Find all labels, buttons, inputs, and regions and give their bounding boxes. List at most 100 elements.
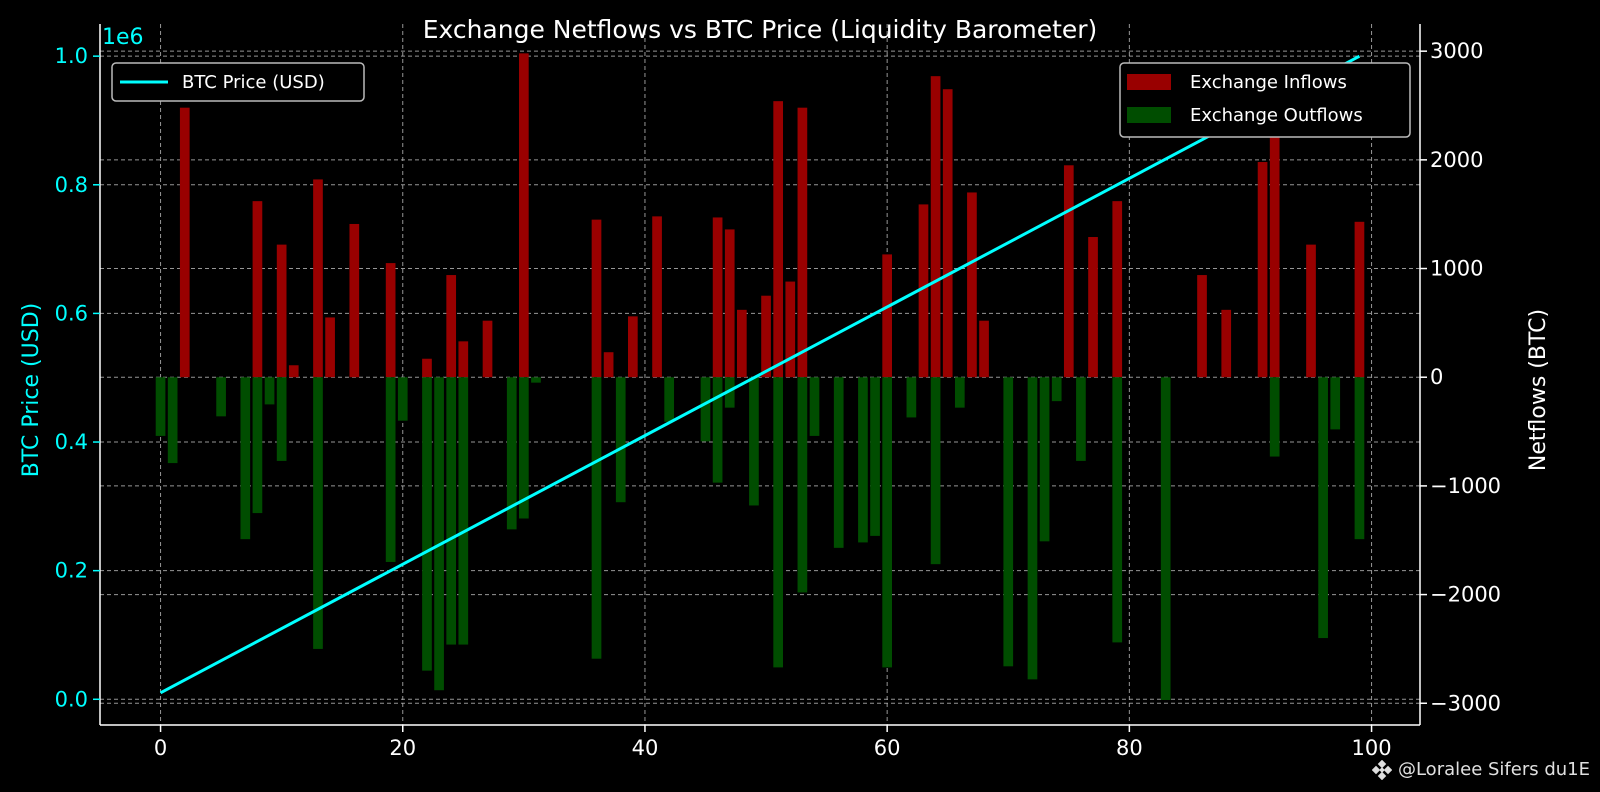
inflow-bar [422, 358, 432, 378]
inflow-bar [591, 219, 602, 378]
legend-outflow-swatch [1127, 107, 1171, 123]
outflow-bar [458, 377, 469, 645]
outflow-bar [506, 377, 517, 530]
inflow-bar [942, 89, 953, 378]
btc-price-line [159, 54, 1361, 695]
inflow-bar [603, 352, 614, 378]
outflow-bar [519, 377, 529, 519]
outflow-bar [712, 377, 723, 483]
outflow-bar [700, 377, 711, 442]
outflow-bar [1330, 377, 1341, 430]
outflow-bar [240, 377, 251, 540]
inflow-bar [1257, 162, 1268, 378]
inflow-bar [313, 179, 323, 378]
inflow-bar [385, 263, 396, 378]
outflow-bar [870, 377, 880, 536]
legend-price-label: BTC Price (USD) [182, 72, 325, 93]
x-tick-label: 40 [632, 736, 659, 760]
outflow-bar [216, 377, 226, 417]
left-tick-label: 0.8 [55, 173, 88, 197]
inflow-bar [179, 107, 190, 378]
inflow-bar [628, 316, 638, 378]
x-tick-label: 0 [154, 736, 167, 760]
outflow-bar [531, 377, 541, 383]
right-tick-label: −1000 [1430, 474, 1501, 498]
legend-inflow-label: Exchange Inflows [1190, 72, 1347, 93]
outflow-bar [954, 377, 965, 408]
outflow-bar [1318, 377, 1328, 639]
legend-left-box [111, 62, 365, 102]
chart-title: Exchange Netflows vs BTC Price (Liquidit… [423, 15, 1098, 44]
inflow-bar [1197, 275, 1207, 378]
left-tick-label: 0.2 [55, 559, 88, 583]
right-axis-title: Netflows (BTC) [1526, 309, 1551, 471]
left-tick-label: 0.6 [55, 301, 88, 325]
inflow-bar [482, 320, 493, 378]
outflow-bar [434, 377, 444, 691]
outflow-bar [591, 377, 602, 659]
watermark: @Loralee Sifers du1E [1371, 759, 1590, 780]
outflow-bar [422, 377, 432, 671]
outflow-bar [1027, 377, 1038, 680]
left-tick-label: 0.4 [55, 430, 88, 454]
right-tick-label: −3000 [1430, 691, 1501, 715]
axes: 0 20 40 60 80 100 0.0 0.2 0.4 0.6 0.8 1.0 −3000 −2000… [55, 24, 1501, 760]
inflow-bar [967, 192, 977, 378]
outflow-bar [833, 377, 844, 548]
binance-icon [1371, 759, 1392, 780]
outflow-bar [313, 377, 323, 649]
inflow-bar [1221, 309, 1232, 378]
outflow-bar [882, 377, 892, 668]
outflow-bar [724, 377, 735, 408]
outflow-bar [664, 377, 675, 422]
inflow-bar [918, 204, 929, 378]
inflow-bar [930, 76, 941, 378]
inflow-bar [785, 281, 796, 378]
netflow-bars [155, 53, 1365, 701]
inflow-bar [458, 341, 469, 378]
left-tick-label: 0.0 [55, 687, 88, 711]
outflow-bar [1160, 377, 1171, 701]
inflow-bar [252, 201, 263, 378]
outflow-bar [809, 377, 820, 436]
outflow-bar [1112, 377, 1123, 643]
x-tick-label: 80 [1116, 736, 1143, 760]
inflow-bar [1354, 221, 1365, 378]
outflow-bar [615, 377, 626, 503]
right-tick-label: 1000 [1430, 257, 1483, 281]
inflow-bar [712, 217, 723, 378]
inflow-bar [1112, 201, 1123, 378]
left-axis-offset-label: 1e6 [102, 25, 144, 50]
outflow-bar [858, 377, 868, 543]
inflow-bar [519, 53, 529, 378]
watermark-text: @Loralee Sifers du1E [1397, 759, 1590, 780]
x-tick-label: 100 [1352, 736, 1392, 760]
inflow-bar [1063, 165, 1074, 378]
outflow-bar [797, 377, 808, 593]
right-tick-label: 0 [1430, 365, 1443, 389]
outflow-bar [773, 377, 784, 668]
legend-left: BTC Price (USD) [111, 62, 365, 102]
x-tick-label: 60 [874, 736, 901, 760]
outflow-bar [264, 377, 275, 405]
outflow-bar [930, 377, 941, 565]
inflow-bar [724, 229, 735, 378]
price-line-layer [159, 54, 1361, 695]
outflow-bar [1003, 377, 1014, 667]
inflow-bar [797, 107, 808, 378]
outflow-bar [1076, 377, 1086, 461]
left-tick-label: 1.0 [55, 44, 88, 68]
right-tick-label: 3000 [1430, 39, 1483, 63]
outflow-bar [167, 377, 178, 464]
outflow-bar [1269, 377, 1280, 457]
inflow-bar [979, 320, 989, 378]
outflow-bar [446, 377, 457, 645]
outflow-bar [155, 377, 166, 436]
legend-outflow-label: Exchange Outflows [1190, 105, 1363, 126]
inflow-bar [761, 295, 771, 378]
x-tick-label: 20 [389, 736, 416, 760]
inflow-bar [288, 365, 299, 378]
inflow-bar [736, 309, 747, 378]
right-tick-label: −2000 [1430, 583, 1501, 607]
